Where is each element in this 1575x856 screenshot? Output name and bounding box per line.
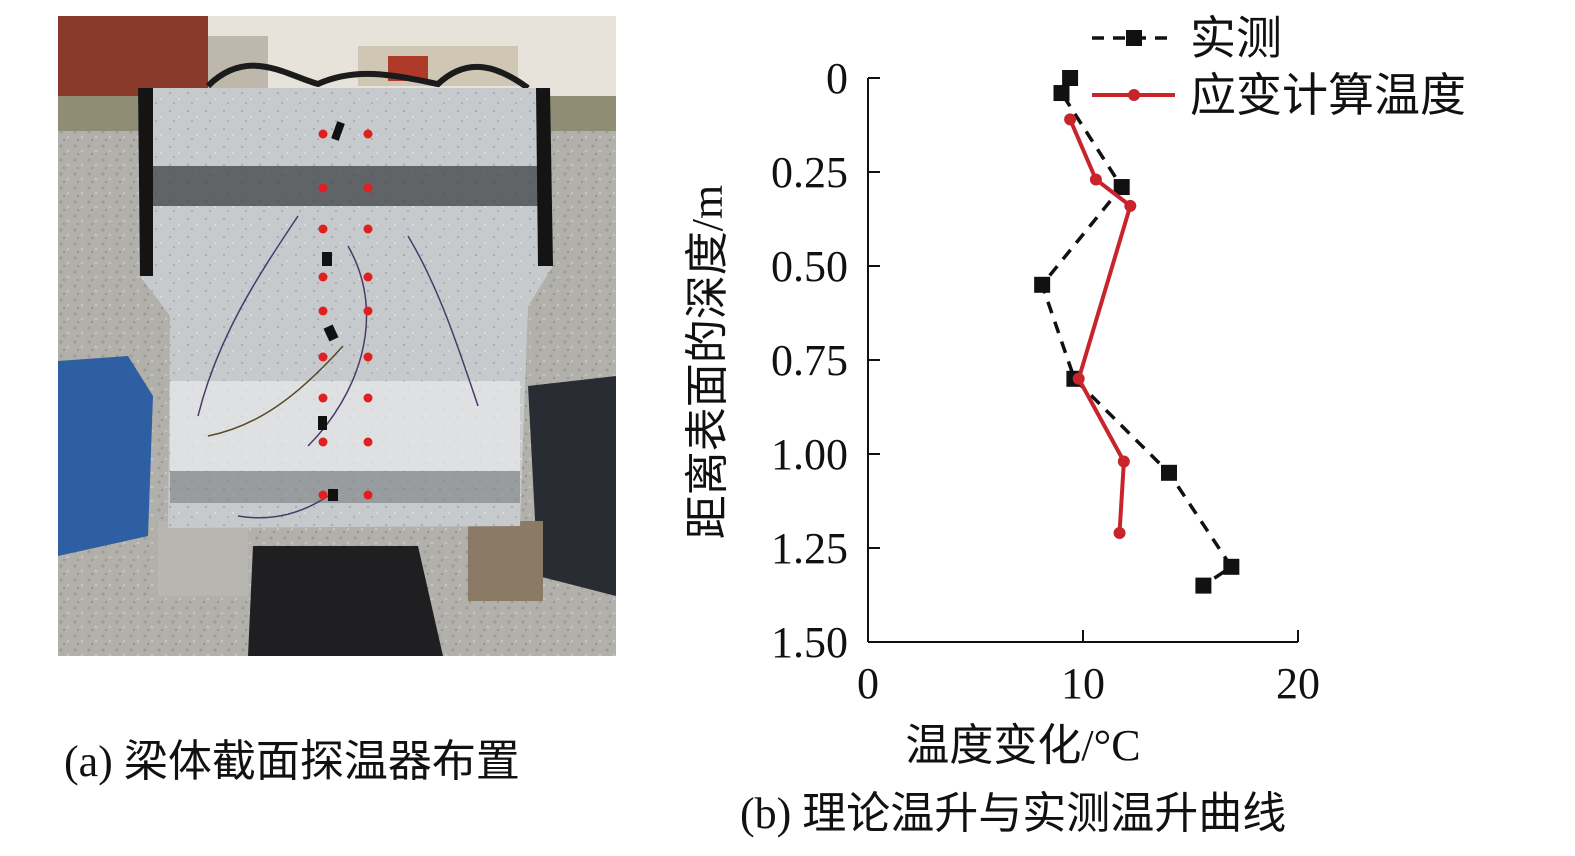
data-point <box>1161 464 1177 481</box>
x-axis-label: 温度变化/°C <box>905 721 1140 770</box>
probe-dot <box>363 129 373 139</box>
data-point <box>1064 113 1077 126</box>
probe-dot <box>318 437 328 447</box>
probe-dot <box>318 393 328 403</box>
probe-dot <box>318 306 328 316</box>
y-tick-label: 0.25 <box>771 148 848 197</box>
panel-a-caption: (a) 梁体截面探温器布置 <box>64 737 520 786</box>
probe-dot <box>363 272 373 282</box>
probe-dot <box>363 224 373 234</box>
y-axis-label: 距离表面的深度/m <box>683 185 732 539</box>
cable-bundle <box>205 62 530 91</box>
y-tick-label: 1.00 <box>771 430 848 479</box>
probe-dot <box>363 393 373 403</box>
data-point <box>1089 173 1102 186</box>
probe-wire <box>197 215 299 417</box>
probe-dot <box>363 183 373 193</box>
blue-tarp <box>58 356 153 556</box>
series-1 <box>1034 70 1240 594</box>
probe-dot <box>363 437 373 447</box>
brick-building <box>58 16 208 96</box>
beam-section-photo <box>58 16 616 656</box>
dark-equipment <box>528 376 616 596</box>
sensor-marker <box>323 324 339 342</box>
dark-mat <box>248 546 443 656</box>
sensor-marker <box>331 121 345 141</box>
probe-dot <box>318 224 328 234</box>
support-block-right <box>468 521 543 601</box>
data-point <box>1113 179 1130 196</box>
probe-dot <box>363 306 373 316</box>
chart-series-layer <box>1034 70 1240 594</box>
beam-light-band <box>170 381 520 471</box>
sensor-marker <box>328 489 338 501</box>
data-point <box>1072 372 1085 385</box>
data-point <box>1113 526 1126 539</box>
beam-edge-left <box>138 88 153 276</box>
probe-dot <box>363 490 373 500</box>
series-2 <box>1064 113 1137 539</box>
probe-dot <box>318 272 328 282</box>
y-tick-label: 0.75 <box>771 336 848 385</box>
legend-marker <box>1128 89 1140 101</box>
data-point <box>1117 455 1130 468</box>
data-point <box>1062 70 1079 86</box>
support-block-left <box>158 521 248 596</box>
data-point <box>1124 199 1137 212</box>
probe-dots <box>318 129 373 500</box>
data-point <box>1034 276 1051 293</box>
series-line <box>1040 77 1234 588</box>
beam-shadow-band-bottom <box>170 471 520 503</box>
y-tick-label: 0 <box>826 54 848 103</box>
probe-dot <box>318 352 328 362</box>
y-tick-label: 1.50 <box>771 618 848 667</box>
beam-shadow-band-top <box>140 166 550 206</box>
probe-dot <box>363 352 373 362</box>
legend-label: 实测 <box>1190 13 1282 64</box>
y-tick-label: 0.50 <box>771 242 848 291</box>
probe-wire <box>407 235 479 407</box>
sensor-marker <box>322 252 332 266</box>
sensor-marker <box>318 416 327 430</box>
data-point <box>1053 85 1070 102</box>
data-point <box>1195 577 1212 594</box>
legend-label: 应变计算温度 <box>1190 70 1466 121</box>
chart-ticks: 00.250.500.751.001.251.500 10 20 <box>771 54 1320 708</box>
probe-dot <box>318 129 328 139</box>
x-tick-label: 20 <box>1276 659 1320 708</box>
photo-illustration <box>58 16 616 656</box>
legend-marker <box>1126 30 1142 46</box>
probe-wire <box>207 345 344 437</box>
series-line <box>1068 118 1133 534</box>
probe-dot <box>318 183 328 193</box>
x-tick-label: 0 <box>857 659 879 708</box>
chart-svg: 00.250.500.751.001.251.500 10 20 实测应变计算温度 … <box>683 13 1466 770</box>
x-tick-label: 10 <box>1061 659 1105 708</box>
temperature-depth-chart: 0 0.25 0.50 0.75 1.00 1.25 1.50 0 10 20 实测 应变计算温度 … <box>660 0 1575 790</box>
probe-dot <box>318 490 328 500</box>
sensor-markers <box>318 121 345 501</box>
beam-edge-right <box>536 88 553 266</box>
y-tick-label: 1.25 <box>771 524 848 573</box>
probe-wire <box>237 495 329 519</box>
data-point <box>1223 558 1240 575</box>
panel-b-caption: (b) 理论温升与实测温升曲线 <box>740 789 1287 838</box>
